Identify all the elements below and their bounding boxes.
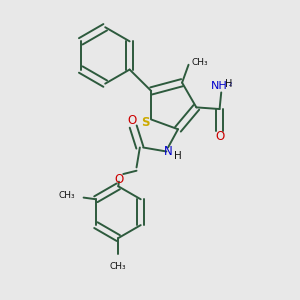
Text: NH: NH: [211, 81, 228, 91]
Text: N: N: [164, 145, 172, 158]
Text: H: H: [225, 80, 233, 89]
Text: O: O: [127, 114, 136, 127]
Text: CH₃: CH₃: [58, 191, 75, 200]
Text: ₂: ₂: [229, 79, 232, 88]
Text: H: H: [174, 152, 182, 161]
Text: CH₃: CH₃: [192, 58, 208, 67]
Text: O: O: [114, 172, 124, 185]
Text: S: S: [141, 116, 149, 129]
Text: O: O: [215, 130, 224, 143]
Text: CH₃: CH₃: [110, 262, 127, 271]
